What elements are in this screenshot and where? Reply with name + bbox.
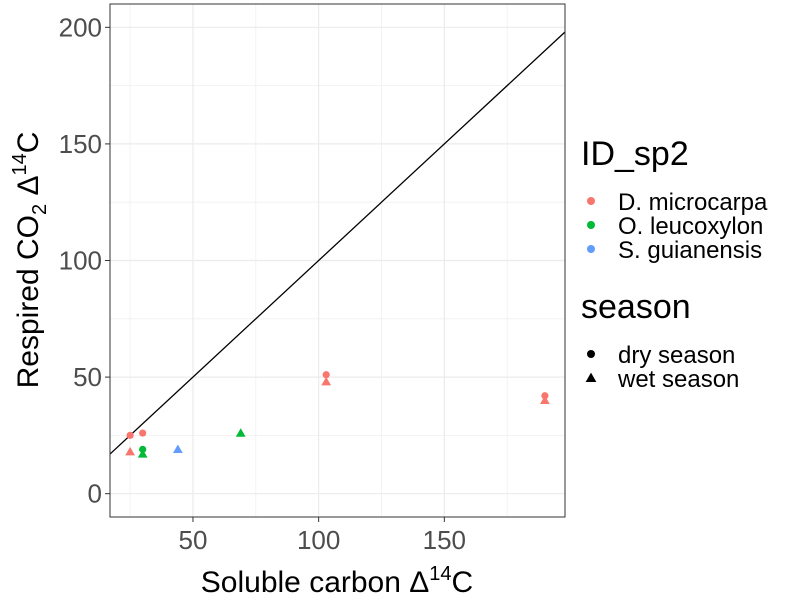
legend-color-label: O. leucoxylon: [618, 213, 763, 240]
legend-color-key: [587, 221, 595, 229]
legend-color-label: D. microcarpa: [618, 189, 768, 216]
data-point: [139, 429, 147, 437]
legend-color-key: [587, 197, 595, 205]
x-tick-label: 100: [297, 525, 340, 555]
data-point: [540, 395, 550, 405]
axis-ticks: 50 100 150 0 50 100 150 200: [59, 12, 466, 555]
legend-title-shape: season: [581, 288, 691, 326]
legend-color-key: [587, 245, 595, 253]
x-axis-title: Soluble carbon Δ14C: [201, 563, 473, 599]
x-tick-label: 50: [178, 525, 207, 555]
data-point: [125, 446, 135, 456]
y-tick-label: 0: [88, 479, 102, 509]
data-point: [321, 376, 332, 386]
y-tick-label: 200: [59, 12, 102, 42]
data-point: [137, 449, 148, 458]
legend-shape-label: wet season: [617, 366, 739, 393]
data-point: [322, 371, 330, 379]
data-point: [173, 444, 183, 454]
legend-shape-label: dry season: [618, 342, 735, 369]
y-tick-label: 100: [59, 246, 102, 276]
reference-line-layer: [109, 31, 566, 455]
legend-shape-key: [585, 372, 597, 383]
legend-title-color: ID_sp2: [581, 135, 689, 173]
legend-color-label: S. guianensis: [618, 237, 762, 264]
data-point: [235, 428, 246, 437]
legend-shape-key: [587, 350, 595, 358]
y-axis-title: Respired CO2 Δ14C: [9, 132, 51, 389]
y-tick-label: 50: [73, 362, 102, 392]
data-point: [126, 431, 134, 439]
y-tick-label: 150: [59, 129, 102, 159]
one-to-one-line: [109, 31, 566, 455]
x-tick-label: 150: [423, 525, 466, 555]
data-points: [125, 371, 550, 458]
